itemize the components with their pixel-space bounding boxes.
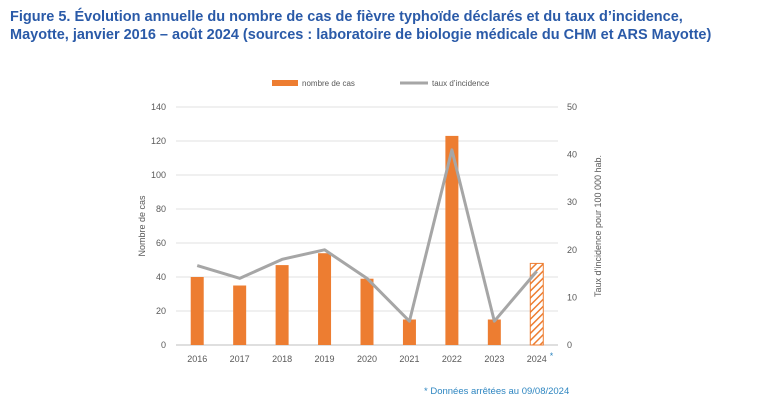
legend-label-line: taux d’incidence: [432, 79, 490, 88]
y-left-tick-label: 20: [156, 306, 166, 316]
x-tick-label: 2016: [187, 354, 207, 364]
x-tick-label: 2017: [230, 354, 250, 364]
x-tick-label: 2022: [442, 354, 462, 364]
y-right-tick-label: 0: [567, 340, 572, 350]
x-tick-label: 2023: [484, 354, 504, 364]
y-axis-right: 0 10 20 30 40 50: [567, 102, 577, 350]
x-tick-asterisk: *: [550, 351, 554, 361]
bar-2021: [402, 319, 416, 345]
legend-swatch-bars: [272, 80, 298, 86]
y-axis-right-title: Taux d’incidence pour 100 000 hab.: [593, 155, 603, 297]
bar-series: [190, 135, 544, 346]
y-right-tick-label: 20: [567, 245, 577, 255]
y-left-tick-label: 140: [151, 102, 166, 112]
y-axis-left: 0 20 40 60 80 100 120 140: [151, 102, 166, 350]
y-left-tick-label: 100: [151, 170, 166, 180]
footnote: * Données arrêtées au 09/08/2024: [424, 386, 570, 397]
bar-2022: [445, 135, 459, 345]
y-left-tick-label: 80: [156, 204, 166, 214]
bar-2023: [487, 319, 501, 345]
y-right-tick-label: 40: [567, 150, 577, 160]
x-tick-label: 2021: [399, 354, 419, 364]
y-left-tick-label: 40: [156, 272, 166, 282]
line-series: [196, 148, 538, 323]
y-axis-left-title: Nombre de cas: [137, 195, 147, 257]
x-axis: 2016 2017 2018 2019 2020 2021 2022 2023 2024 *: [187, 351, 554, 364]
x-tick-label: 2024: [527, 354, 547, 364]
legend-label-bars: nombre de cas: [302, 79, 355, 88]
y-left-tick-label: 60: [156, 238, 166, 248]
y-right-tick-label: 50: [567, 102, 577, 112]
y-right-tick-label: 30: [567, 197, 577, 207]
x-tick-label: 2019: [315, 354, 335, 364]
legend: nombre de cas taux d’incidence: [272, 79, 490, 88]
x-tick-label: 2018: [272, 354, 292, 364]
bar-2017: [233, 285, 247, 345]
bar-2016: [190, 277, 204, 345]
bar-2024: [529, 262, 544, 346]
y-left-tick-label: 120: [151, 136, 166, 146]
figure-title-line-2: Mayotte, janvier 2016 – août 2024 (sourc…: [10, 27, 712, 43]
y-right-tick-label: 10: [567, 292, 577, 302]
bar-2019: [318, 253, 332, 345]
figure-title: Figure 5. Évolution annuelle du nombre d…: [10, 8, 760, 44]
x-tick-label: 2020: [357, 354, 377, 364]
bar-2020: [360, 278, 374, 345]
figure-title-line-1: Figure 5. Évolution annuelle du nombre d…: [10, 9, 683, 25]
bar-2018: [275, 265, 289, 345]
y-left-tick-label: 0: [161, 340, 166, 350]
